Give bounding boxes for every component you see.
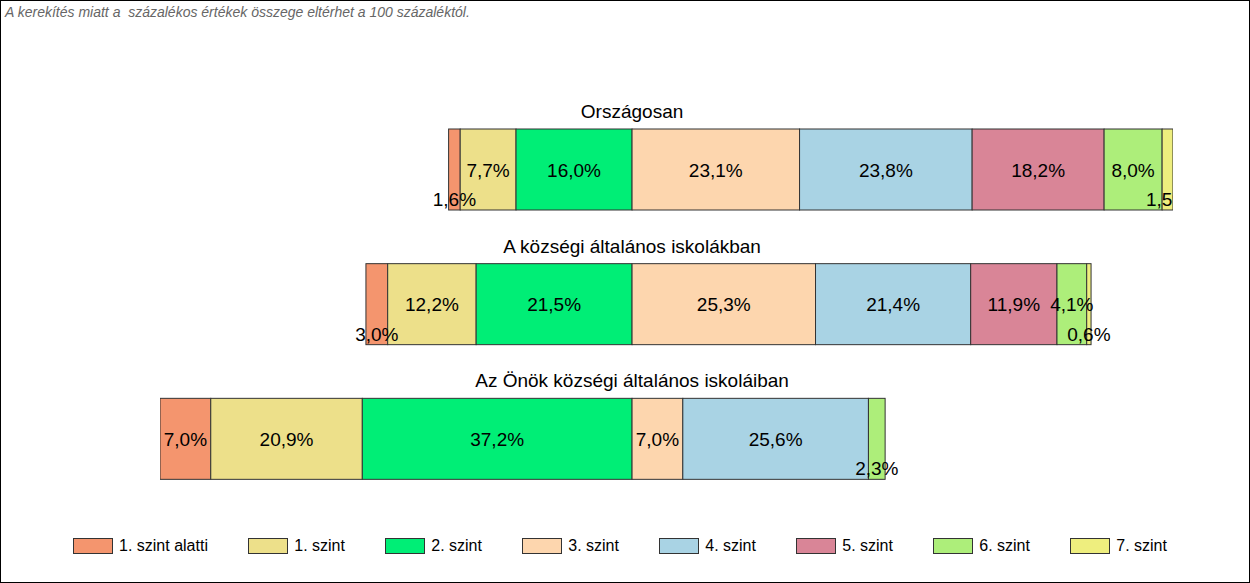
svg-text:1,5%: 1,5% xyxy=(1146,189,1173,210)
html-text:6. szint: 6. szint xyxy=(979,537,1030,554)
html-text:4. szint: 4. szint xyxy=(705,537,756,554)
html-text:A kerekítés miatt a százalékos: A kerekítés miatt a százalékos értékek ö… xyxy=(5,4,470,20)
svg-text:37,2%: 37,2% xyxy=(470,429,524,450)
svg-text:2,3%: 2,3% xyxy=(855,458,898,479)
svg-text:21,5%: 21,5% xyxy=(527,294,581,315)
svg-text:11,9%: 11,9% xyxy=(988,294,1041,315)
html-text:1. szint: 1. szint xyxy=(294,537,345,554)
svg-text:18,2%: 18,2% xyxy=(1011,160,1065,181)
html-text:7. szint: 7. szint xyxy=(1116,537,1167,554)
svg-text:Az Önök községi általános isko: Az Önök községi általános iskoláiban xyxy=(475,370,789,391)
svg-text:Országosan: Országosan xyxy=(581,101,683,122)
svg-text:21,4%: 21,4% xyxy=(866,294,920,315)
svg-text:7,0%: 7,0% xyxy=(164,429,207,450)
svg-text:25,3%: 25,3% xyxy=(697,294,751,315)
svg-text:4,1%: 4,1% xyxy=(1050,294,1093,315)
html-text:2. szint: 2. szint xyxy=(431,537,482,554)
svg-text:16,0%: 16,0% xyxy=(547,160,601,181)
svg-text:12,2%: 12,2% xyxy=(405,294,459,315)
html-text:1. szint alatti: 1. szint alatti xyxy=(119,537,208,554)
svg-text:7,0%: 7,0% xyxy=(636,429,679,450)
svg-text:A községi általános iskolákban: A községi általános iskolákban xyxy=(503,236,761,257)
svg-text:8,0%: 8,0% xyxy=(1111,160,1154,181)
html-text:5. szint: 5. szint xyxy=(842,537,893,554)
svg-text:23,8%: 23,8% xyxy=(859,160,913,181)
svg-text:20,9%: 20,9% xyxy=(260,429,314,450)
svg-text:25,6%: 25,6% xyxy=(749,429,803,450)
html-text:3. szint: 3. szint xyxy=(568,537,619,554)
svg-text:0,6%: 0,6% xyxy=(1067,324,1110,345)
svg-text:1,6%: 1,6% xyxy=(433,189,476,210)
svg-text:7,7%: 7,7% xyxy=(466,160,509,181)
svg-text:3,0%: 3,0% xyxy=(355,324,398,345)
svg-text:23,1%: 23,1% xyxy=(689,160,743,181)
